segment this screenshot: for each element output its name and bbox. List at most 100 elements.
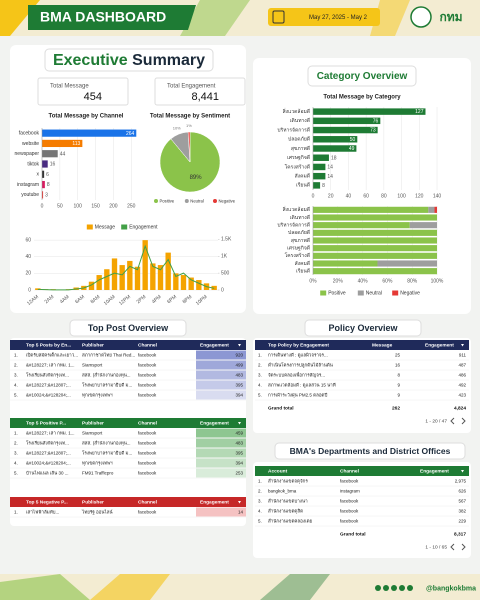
- table-cell: สสส. (สำนักงานกองทุน...: [82, 371, 131, 378]
- cell-highlight: [196, 507, 246, 517]
- table-cell: 4.: [14, 382, 18, 387]
- table-cell: &#128227; เล่า กทม. 1...: [26, 430, 75, 435]
- page-next[interactable]: [461, 543, 466, 551]
- table-cell: สำนักงานเขตบางนา: [268, 497, 308, 503]
- social-icon[interactable]: [407, 585, 413, 591]
- sort-icon[interactable]: [238, 422, 241, 425]
- date-picker[interactable]: [268, 8, 380, 26]
- table-cell: การเดินทางดี : ดูแลผิวจราจร...: [268, 352, 328, 358]
- legend-swatch: [320, 290, 327, 296]
- table-cell: สภาพแวดล้อมดี : ดูแลสวน 15 นาที: [268, 382, 336, 388]
- sort-icon[interactable]: [461, 344, 464, 347]
- y-tick-label: สุขภาพดี: [291, 237, 310, 244]
- x-tick-label: 60%: [382, 278, 393, 284]
- column-header: Publisher: [82, 500, 104, 506]
- column-header: Top 5 Negative P...: [26, 500, 68, 506]
- cell-highlight: [196, 468, 246, 478]
- table-cell: 395: [235, 382, 243, 387]
- sort-icon[interactable]: [238, 501, 241, 504]
- bar: [173, 273, 179, 290]
- footer-stripe: [90, 574, 170, 600]
- bar: [313, 117, 381, 125]
- y-tick-label: เรียนดี: [296, 182, 310, 189]
- bar: [313, 172, 326, 180]
- bar: [42, 150, 58, 158]
- table-cell: 382: [458, 508, 466, 513]
- data-label: 8: [322, 183, 325, 189]
- social-icon[interactable]: [375, 585, 381, 591]
- dashboard-title: BMA DASHBOARD: [40, 9, 166, 25]
- x-tick-label: 2PM: [136, 294, 148, 305]
- date-range[interactable]: May 27, 2025 - May 2: [309, 15, 368, 21]
- data-label: 264: [126, 131, 135, 137]
- bar: [96, 275, 102, 290]
- y2-tick-label: 0: [221, 287, 224, 293]
- kpi-card: [37, 77, 129, 106]
- y-tick-label: x: [37, 172, 40, 178]
- y-tick-label: 40: [25, 254, 31, 260]
- legend-label: Negative: [219, 198, 236, 203]
- sort-icon[interactable]: [461, 470, 464, 473]
- table-cell: &#128227;&#12807;...: [26, 450, 71, 455]
- table-cell: 5.: [258, 518, 262, 523]
- table-cell: 2.: [14, 440, 18, 445]
- x-tick-label: 80%: [407, 278, 418, 284]
- x-tick-label: 250: [127, 203, 136, 209]
- cell-highlight: [196, 448, 246, 458]
- social-icon[interactable]: [399, 585, 405, 591]
- bar-segment: [409, 222, 437, 229]
- table-cell: ดำเนินโครงการปลูกต้นไม้ล้านต้น: [268, 361, 333, 368]
- logo-text: กทม: [439, 10, 462, 24]
- column-header: Top Policy by Engagement: [268, 343, 329, 349]
- legend-swatch: [392, 290, 399, 296]
- y-tick-label: 0: [28, 287, 31, 293]
- table-cell: 626: [458, 488, 466, 493]
- x-tick-label: 80: [381, 193, 387, 199]
- table-cell: 16: [395, 362, 401, 367]
- bar: [313, 136, 358, 143]
- x-tick-label: 6AM: [74, 294, 86, 305]
- social-icon[interactable]: [383, 585, 389, 591]
- bar: [157, 265, 164, 290]
- table-cell: &#128227; เล่า กทม. 1...: [26, 362, 75, 367]
- table-cell: 1.: [14, 352, 18, 357]
- page-prev[interactable]: [450, 543, 455, 551]
- table-cell: facebook: [340, 508, 359, 513]
- table-cell: สสส. (สำนักงานกองทุน...: [82, 439, 131, 446]
- executive-title-2: Summary: [132, 52, 205, 69]
- table-cell: &#10024;&#128204;...: [26, 392, 71, 397]
- bar: [313, 163, 326, 171]
- y-tick-label: โครงสร้างดี: [285, 252, 310, 259]
- bar: [313, 182, 321, 189]
- table-cell: เปิดรับสมัครเด็กและเยาว...: [26, 350, 78, 357]
- bar-segment: [428, 206, 435, 213]
- bar: [313, 108, 426, 115]
- column-header: Channel: [138, 500, 157, 506]
- section-title-pill: [69, 319, 187, 337]
- bar-segment: [313, 206, 429, 213]
- x-tick-label: 0: [312, 193, 315, 199]
- column-header: Account: [268, 469, 288, 475]
- page-prev[interactable]: [450, 417, 455, 425]
- table-cell: 395: [235, 450, 243, 455]
- y-tick-label: โครงสร้างดี: [285, 163, 310, 170]
- category-title: Category Overview: [317, 71, 408, 82]
- table-cell: สำนักงานเขตคลองเตย: [268, 517, 313, 523]
- sort-icon[interactable]: [238, 344, 241, 347]
- cell-highlight: [196, 360, 246, 370]
- bar: [119, 265, 125, 290]
- data-label: 18: [331, 155, 337, 161]
- table-cell: ทุกเขตกรุงเทพฯ: [82, 460, 113, 466]
- y-tick-label: 60: [25, 237, 31, 243]
- executive-card: [10, 45, 246, 313]
- footer-stripe: [260, 574, 330, 600]
- section-title-pill: [304, 319, 422, 337]
- kpi-value: 8,441: [191, 91, 219, 103]
- x-tick-label: 60: [363, 193, 369, 199]
- executive-title: Executive Summary: [53, 52, 205, 69]
- table-cell: facebook: [138, 470, 157, 475]
- social-icon[interactable]: [391, 585, 397, 591]
- table-cell: facebook: [138, 372, 157, 377]
- page-next[interactable]: [461, 417, 466, 425]
- column-header: Engagement: [420, 469, 449, 475]
